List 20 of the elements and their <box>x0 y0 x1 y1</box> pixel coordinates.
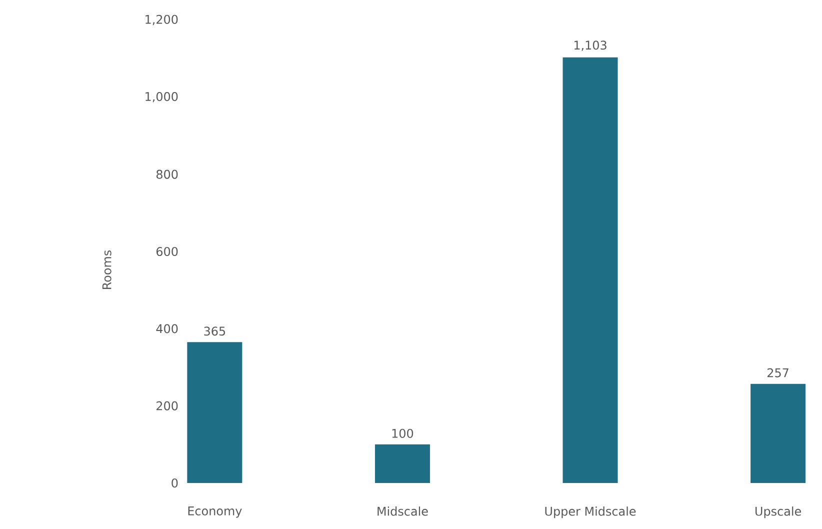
x-tick-label: Upper Midscale <box>545 506 636 518</box>
data-label: 100 <box>392 428 414 438</box>
data-label: 1,103 <box>574 40 606 51</box>
bar <box>187 342 242 483</box>
x-tick-label: Economy <box>188 506 242 518</box>
y-tick-label: 200 <box>156 401 178 410</box>
data-label: 257 <box>768 368 788 378</box>
y-tick-label: 600 <box>156 246 178 256</box>
data-label: 365 <box>204 326 226 336</box>
y-axis-title: Rooms <box>102 250 112 289</box>
y-tick-label: 0 <box>172 478 178 488</box>
y-tick-label: 1,200 <box>146 14 178 26</box>
y-tick-label: 1,000 <box>146 92 178 102</box>
x-tick-label: Midscale <box>378 506 428 516</box>
bar <box>750 384 806 483</box>
x-tick-label: Upscale <box>756 506 801 518</box>
bar <box>374 444 430 483</box>
y-tick-label: 400 <box>156 324 178 334</box>
bar <box>562 57 618 483</box>
y-tick-label: 800 <box>156 170 178 179</box>
